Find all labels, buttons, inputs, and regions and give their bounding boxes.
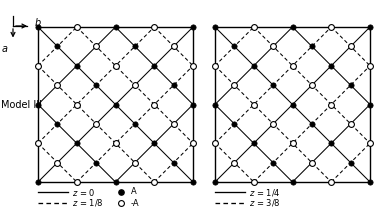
Text: $z$ = 3/8: $z$ = 3/8 xyxy=(249,198,280,208)
Text: A: A xyxy=(131,187,137,197)
Text: $z$ = 0: $z$ = 0 xyxy=(72,187,95,198)
Text: $z$ = 1/4: $z$ = 1/4 xyxy=(249,187,281,198)
Bar xyxy=(215,27,370,182)
Text: a: a xyxy=(2,45,8,54)
Text: Model III: Model III xyxy=(1,99,42,110)
Text: $z$ = 1/8: $z$ = 1/8 xyxy=(72,198,103,208)
Text: -A: -A xyxy=(131,198,140,208)
Text: b: b xyxy=(35,18,41,28)
Bar xyxy=(38,27,193,182)
